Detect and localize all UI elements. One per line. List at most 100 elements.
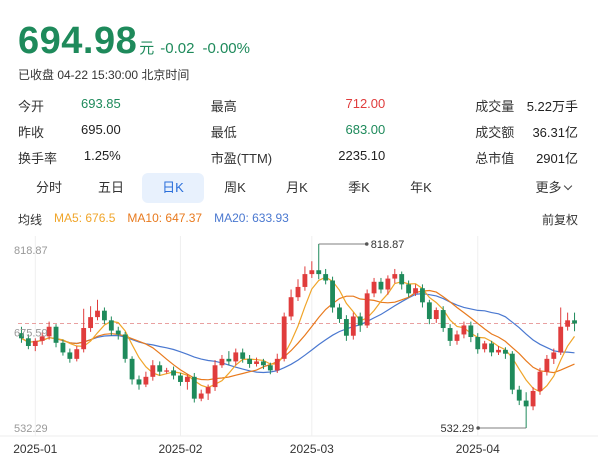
ma20-line — [21, 292, 575, 374]
candle-body — [350, 316, 356, 336]
candle-body — [385, 278, 391, 290]
candle-body — [102, 310, 107, 321]
candle-body — [274, 358, 280, 371]
candle-body — [378, 281, 384, 290]
tab-monthly-k[interactable]: 月K — [286, 180, 308, 195]
candle-body — [191, 376, 197, 399]
stat-label: 成交量 — [475, 98, 515, 114]
candle-body — [247, 358, 253, 364]
candle-body — [330, 280, 335, 308]
price-change-percent: -0.00% — [202, 40, 250, 57]
candle-body — [413, 288, 418, 294]
candle-body — [261, 361, 266, 366]
candle-body — [461, 325, 467, 335]
stat-cell: 市盈(TTM) 2235.10 — [211, 148, 386, 167]
candle-body — [316, 270, 322, 275]
candle-body — [482, 343, 488, 350]
candle-body — [122, 334, 128, 359]
candle-body — [157, 365, 163, 372]
stat-row: 昨收 695.00 最低 683.00 成交额 36.31亿 — [18, 118, 578, 144]
candle-body — [108, 320, 114, 331]
candle-body — [46, 326, 52, 337]
candle-body — [454, 334, 460, 341]
candle-body — [281, 316, 287, 359]
stat-value: 2901亿 — [536, 150, 578, 166]
stat-cell: 今开 693.85 — [18, 96, 121, 115]
candle-body — [399, 274, 405, 285]
price-change: -0.02 — [160, 40, 195, 57]
market-status: 已收盘 04-22 15:30:00 北京时间 — [18, 68, 190, 82]
candle-body — [537, 371, 543, 391]
stat-cell: 昨收 695.00 — [18, 122, 121, 141]
x-axis-label: 2025-01 — [13, 442, 57, 456]
candle-body — [212, 365, 218, 388]
y-axis-max-label: 818.87 — [14, 245, 48, 257]
candle-body — [39, 336, 45, 341]
candle-body — [19, 333, 24, 339]
candle-body — [129, 358, 135, 380]
candle-body — [447, 328, 453, 341]
ma10-value: MA10: 647.37 — [127, 211, 203, 225]
adjustment-toggle[interactable]: 前复权 — [541, 213, 578, 227]
candle-body — [558, 326, 564, 353]
tab-yearly-k[interactable]: 年K — [410, 180, 432, 195]
stat-value: 1.25% — [83, 147, 121, 163]
candle-body — [475, 337, 481, 350]
candle-body — [357, 316, 363, 326]
candle-body — [67, 352, 73, 359]
more-label: 更多 — [535, 180, 562, 195]
stat-label: 换手率 — [18, 150, 58, 166]
tab-intraday[interactable]: 分时 — [35, 180, 62, 195]
tab-weekly-k[interactable]: 周K — [224, 180, 246, 195]
kline-chart[interactable]: 818.87 675.59 532.29 818.87 532.29 2025-01 202… — [0, 236, 598, 471]
candle-body — [178, 375, 183, 382]
candle-body — [219, 358, 225, 366]
candle-body — [295, 286, 301, 298]
stat-label: 成交额 — [475, 124, 515, 140]
tab-quarterly-k[interactable]: 季K — [348, 180, 370, 195]
stat-value: 683.00 — [345, 121, 386, 137]
candle-body — [240, 352, 246, 359]
currency-unit: 元 — [139, 40, 155, 57]
stat-value: 695.00 — [80, 121, 121, 137]
candle-body — [489, 343, 494, 353]
candle-body — [198, 393, 204, 399]
candle-body — [164, 370, 170, 372]
candle-body — [136, 379, 142, 385]
ma10-line — [21, 289, 575, 381]
candle-body — [420, 288, 425, 303]
candle-body — [551, 352, 557, 359]
candle-body — [88, 317, 94, 329]
stat-cell: 换手率 1.25% — [18, 148, 121, 167]
stat-row: 换手率 1.25% 市盈(TTM) 2235.10 总市值 2901亿 — [18, 144, 578, 170]
candle-body — [530, 390, 536, 407]
stat-cell: 总市值 2901亿 — [475, 148, 578, 167]
candle-body — [288, 297, 294, 317]
candle-body — [392, 274, 398, 279]
candle-body — [337, 307, 342, 320]
candle-body — [81, 328, 87, 350]
candle-body — [440, 310, 446, 329]
x-axis-label: 2025-03 — [290, 442, 334, 456]
candle-body — [406, 284, 412, 294]
candle-body — [254, 361, 259, 364]
tab-five-day[interactable]: 五日 — [97, 180, 124, 195]
candle-body — [226, 358, 232, 362]
candle-body — [184, 376, 190, 382]
stat-cell: 最高 712.00 — [211, 96, 386, 115]
candle-body — [25, 338, 31, 347]
candle-body — [267, 365, 273, 371]
y-axis-min-label: 532.29 — [14, 423, 48, 435]
stat-value: 712.00 — [345, 95, 386, 111]
tab-daily-k[interactable]: 日K — [142, 173, 204, 203]
stat-cell: 成交额 36.31亿 — [475, 122, 578, 141]
chevron-down-icon — [563, 181, 572, 191]
candle-body — [343, 319, 349, 336]
candle-body — [572, 320, 577, 324]
tab-more[interactable]: 更多 — [528, 173, 578, 203]
stat-value: 5.22万手 — [526, 98, 578, 114]
ma-legend: 均线 MA5: 676.5 MA10: 647.37 MA20: 633.93 … — [18, 211, 578, 228]
candle-body — [565, 320, 571, 327]
last-price: 694.98 — [18, 20, 138, 62]
candle-body — [544, 358, 550, 372]
